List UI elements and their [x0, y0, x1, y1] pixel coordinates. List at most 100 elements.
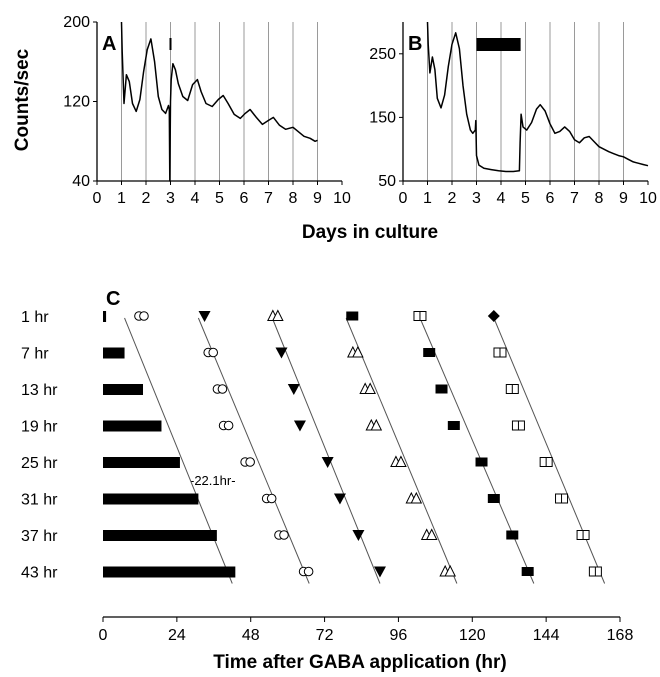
panel-c-marker-filled-triangle	[287, 384, 300, 395]
panel-c-marker-open-circle	[245, 457, 255, 467]
panel-c-gaba-bar	[103, 530, 217, 541]
panel-c-marker-filled-rectangle	[423, 348, 436, 357]
panel-c-marker-filled-rectangle	[506, 530, 519, 540]
panel-a-ylabel: Counts/sec	[12, 48, 33, 151]
panel-c-row-label: 25 hr	[21, 455, 58, 472]
panel-c-xlabel: Time after GABA application (hr)	[213, 652, 506, 673]
panel-b-x-tick-label: 10	[639, 190, 657, 207]
panel-c-row-label: 13 hr	[21, 382, 58, 399]
panel-b-y-tick-label: 150	[369, 109, 396, 126]
panel-b-x-tick-label: 7	[570, 190, 579, 207]
panel-b-x-tick-label: 9	[619, 190, 628, 207]
panel-b-x-tick-label: 5	[521, 190, 530, 207]
panel-c-marker-filled-triangle	[198, 311, 211, 322]
panel-c-marker-filled-triangle	[352, 530, 365, 541]
panel-c-row-label: 31 hr	[21, 492, 58, 509]
panel-c-marker-filled-rectangle	[487, 494, 500, 503]
panel-b-x-tick-label: 0	[399, 190, 408, 207]
panel-c-marker-filled-triangle	[333, 493, 346, 505]
panel-c-x-tick-label: 24	[168, 627, 186, 644]
panel-c-marker-open-triangle	[410, 491, 423, 504]
panel-b-x-tick-label: 2	[448, 190, 457, 207]
panel-c-marker-filled-triangle	[321, 457, 334, 468]
panel-c-gaba-bar	[103, 420, 162, 432]
panel-c-marker-filled-triangle	[275, 347, 288, 359]
panel-a-x-tick-label: 7	[264, 190, 273, 207]
panel-c-marker-open-triangle	[364, 382, 376, 394]
panel-c-x-tick-label: 72	[316, 627, 334, 644]
panel-c-row-label: 7 hr	[21, 346, 49, 363]
panel-a-x-tick-label: 0	[93, 190, 102, 207]
panel-a-x-tick-label: 3	[166, 190, 175, 207]
panel-b-x-tick-label: 6	[546, 190, 555, 207]
panel-c-marker-filled-rectangle	[447, 421, 460, 430]
panel-c-x-tick-label: 0	[99, 627, 108, 644]
panel-c-marker-open-circle	[279, 530, 289, 540]
panel-b-x-tick-label: 8	[595, 190, 604, 207]
panel-c-gaba-bar	[103, 566, 236, 578]
panel-c-gaba-bar	[103, 384, 144, 395]
panel-c-gaba-bar	[103, 493, 199, 505]
panel-b-series-line	[426, 21, 649, 173]
panel-c-trend-line	[345, 317, 458, 584]
panel-a-x-tick-label: 9	[313, 190, 322, 207]
panel-b-y-tick-label: 250	[369, 46, 396, 63]
panel-a-y-tick-label: 40	[72, 173, 90, 190]
panel-c-row-label: 1 hr	[21, 309, 49, 326]
panel-c-gaba-bar	[103, 457, 180, 468]
panel-c-x-tick-label: 144	[533, 627, 560, 644]
panel-b-x-tick-label: 4	[497, 190, 506, 207]
panel-c-marker-open-triangle	[370, 418, 383, 431]
panel-c-trend-line	[271, 317, 381, 584]
panel-c-x-tick-label: 96	[390, 627, 408, 644]
panel-c-gaba-bar	[103, 347, 125, 359]
panel-b-x-tick-label: 1	[423, 190, 432, 207]
panel-c-marker-open-circle	[139, 311, 149, 321]
panel-c-x-tick-label: 120	[459, 627, 486, 644]
panel-c-gaba-bar	[103, 311, 107, 322]
panel-b-letter: B	[408, 33, 422, 55]
panel-c-marker-filled-rectangle	[346, 311, 359, 321]
panel-c-marker-open-circle	[223, 420, 234, 431]
panel-c-row-label: 37 hr	[21, 528, 58, 545]
panel-c-marker-open-circle	[303, 566, 314, 577]
panel-a-y-tick-label: 200	[63, 14, 90, 31]
panel-a-x-tick-label: 2	[142, 190, 151, 207]
panel-c-x-tick-label: 48	[242, 627, 260, 644]
panel-c-marker-open-triangle	[425, 528, 438, 540]
panel-a-x-tick-label: 4	[191, 190, 200, 207]
panel-c-marker-open-circle	[266, 493, 277, 504]
panel-c-marker-open-triangle	[352, 345, 364, 358]
panel-c-marker-filled-triangle	[373, 566, 386, 578]
panel-c-marker-open-triangle	[395, 455, 407, 467]
panel-c-x-tick-label: 168	[607, 627, 634, 644]
panel-a-series-line	[120, 21, 318, 182]
panel-c-trend-line	[493, 317, 606, 584]
panel-b-x-tick-label: 3	[472, 190, 481, 207]
panel-a-x-tick-label: 5	[215, 190, 224, 207]
panel-c-marker-open-triangle	[272, 309, 284, 321]
panel-c-marker-open-triangle	[444, 564, 456, 577]
panel-c-marker-open-circle	[217, 384, 228, 394]
panel-a-letter: A	[102, 33, 116, 55]
panel-c-phase-chart: C -22.1hr- Time after GABA application (…	[21, 288, 633, 673]
panel-a-x-tick-label: 10	[333, 190, 351, 207]
panel-c-trend-line	[197, 317, 310, 584]
panel-c-marker-filled-diamond	[487, 310, 500, 322]
panel-b-treatment-bar	[476, 38, 521, 51]
panel-a-x-tick-label: 6	[240, 190, 249, 207]
period-annotation: -22.1hr-	[190, 473, 236, 488]
panel-c-marker-open-circle	[208, 347, 219, 358]
panel-c-marker-filled-rectangle	[521, 567, 534, 576]
panel-c-letter: C	[106, 288, 120, 310]
panel-c-marker-filled-rectangle	[435, 384, 448, 394]
panel-c-row-label: 19 hr	[21, 419, 58, 436]
panel-c-row-label: 43 hr	[21, 565, 58, 582]
panel-a-line-chart: A Counts/sec 0 1 2 3 4 5 6 7 8 9 10 40 120 200	[12, 14, 351, 207]
panel-a-y-tick-label: 120	[63, 94, 90, 111]
panel-c-trend-line	[124, 317, 233, 584]
panel-c-trend-line	[419, 317, 535, 584]
days-xlabel: Days in culture	[302, 222, 438, 243]
panel-b-line-chart: B 0 1 2 3 4 5 6 7 8 9 10 50 150 250	[369, 21, 657, 207]
